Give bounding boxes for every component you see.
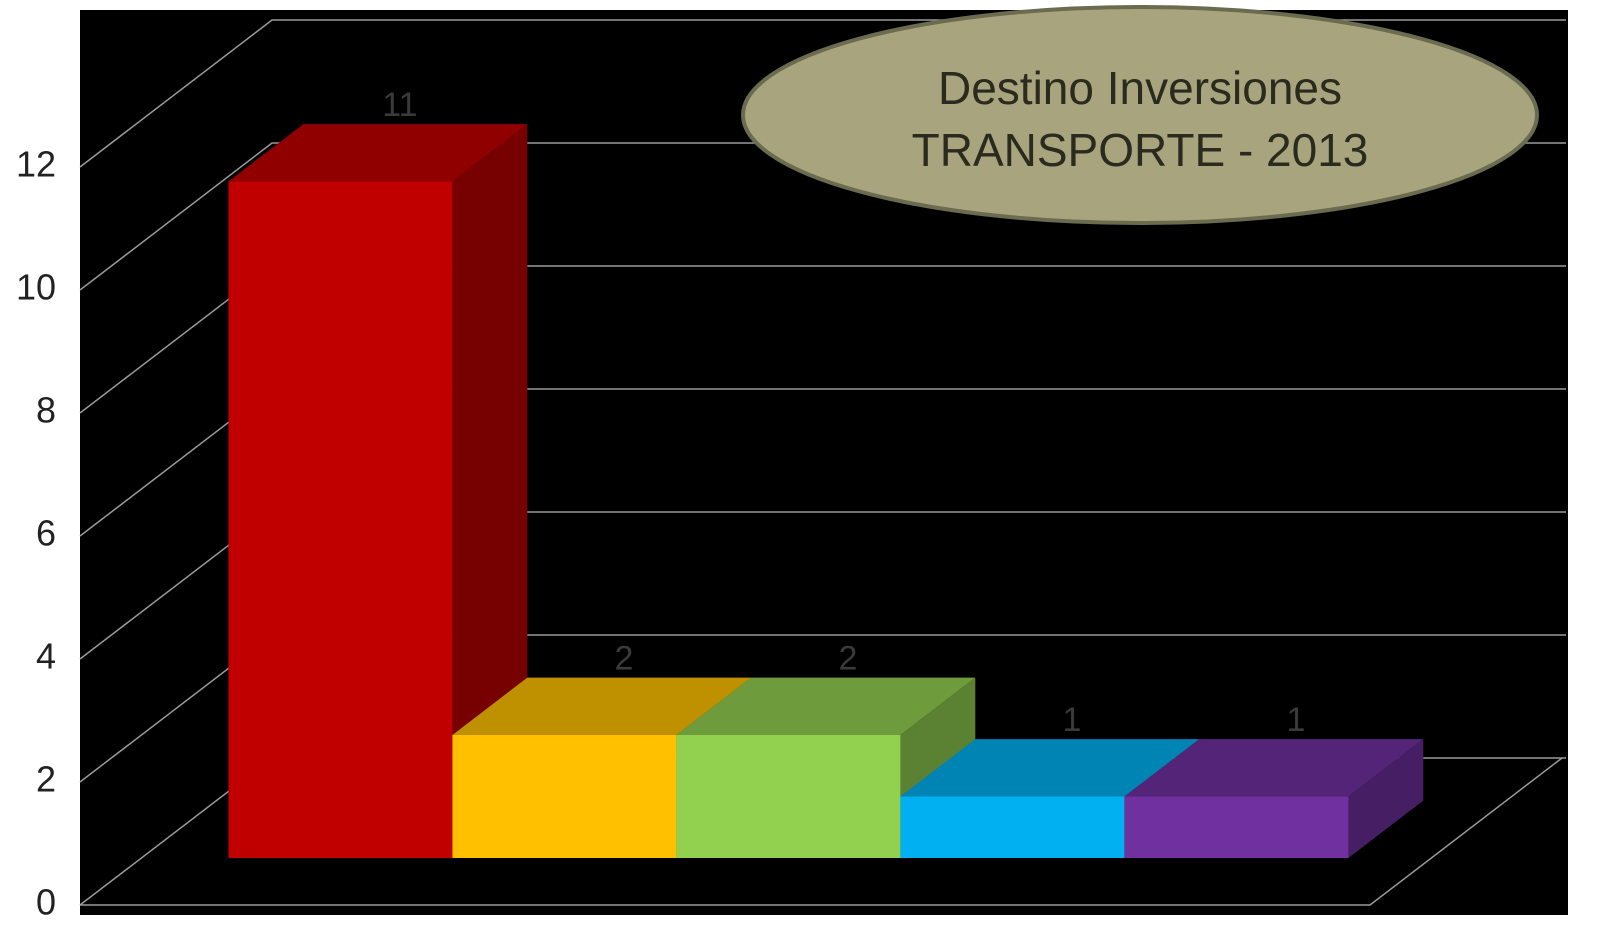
value-label: 11: [382, 86, 417, 124]
bar-side: [452, 124, 528, 858]
chart-title: Destino Inversiones: [938, 62, 1342, 114]
bar-front: [676, 734, 901, 858]
y-tick-label: 10: [16, 267, 56, 308]
bar-front: [228, 181, 453, 858]
bar-front: [452, 734, 677, 858]
plot: 112 21 1: [79, 19, 1566, 906]
bar-top: [452, 677, 752, 735]
value-label: 1: [1286, 701, 1305, 739]
floor-edge: [80, 757, 1563, 906]
bar-front: [900, 796, 1125, 858]
bar-top: [676, 677, 976, 735]
y-tick-label: 12: [16, 144, 56, 185]
y-tick-label: 0: [36, 882, 56, 923]
y-tick-label: 2: [36, 759, 56, 800]
bar-front: [1124, 796, 1349, 858]
bar-top: [228, 124, 528, 182]
y-tick-label: 6: [36, 513, 56, 554]
value-label: 2: [838, 640, 857, 678]
bar-top: [900, 739, 1200, 797]
bar-top: [1124, 739, 1424, 797]
y-tick-label: 8: [36, 390, 56, 431]
y-tick-label: 4: [36, 636, 56, 677]
bar-side: [1348, 739, 1424, 858]
value-label: 2: [614, 640, 633, 678]
chart-title: TRANSPORTE - 2013: [912, 124, 1369, 176]
title-ellipse: [741, 5, 1539, 225]
value-label: 1: [1062, 701, 1081, 739]
